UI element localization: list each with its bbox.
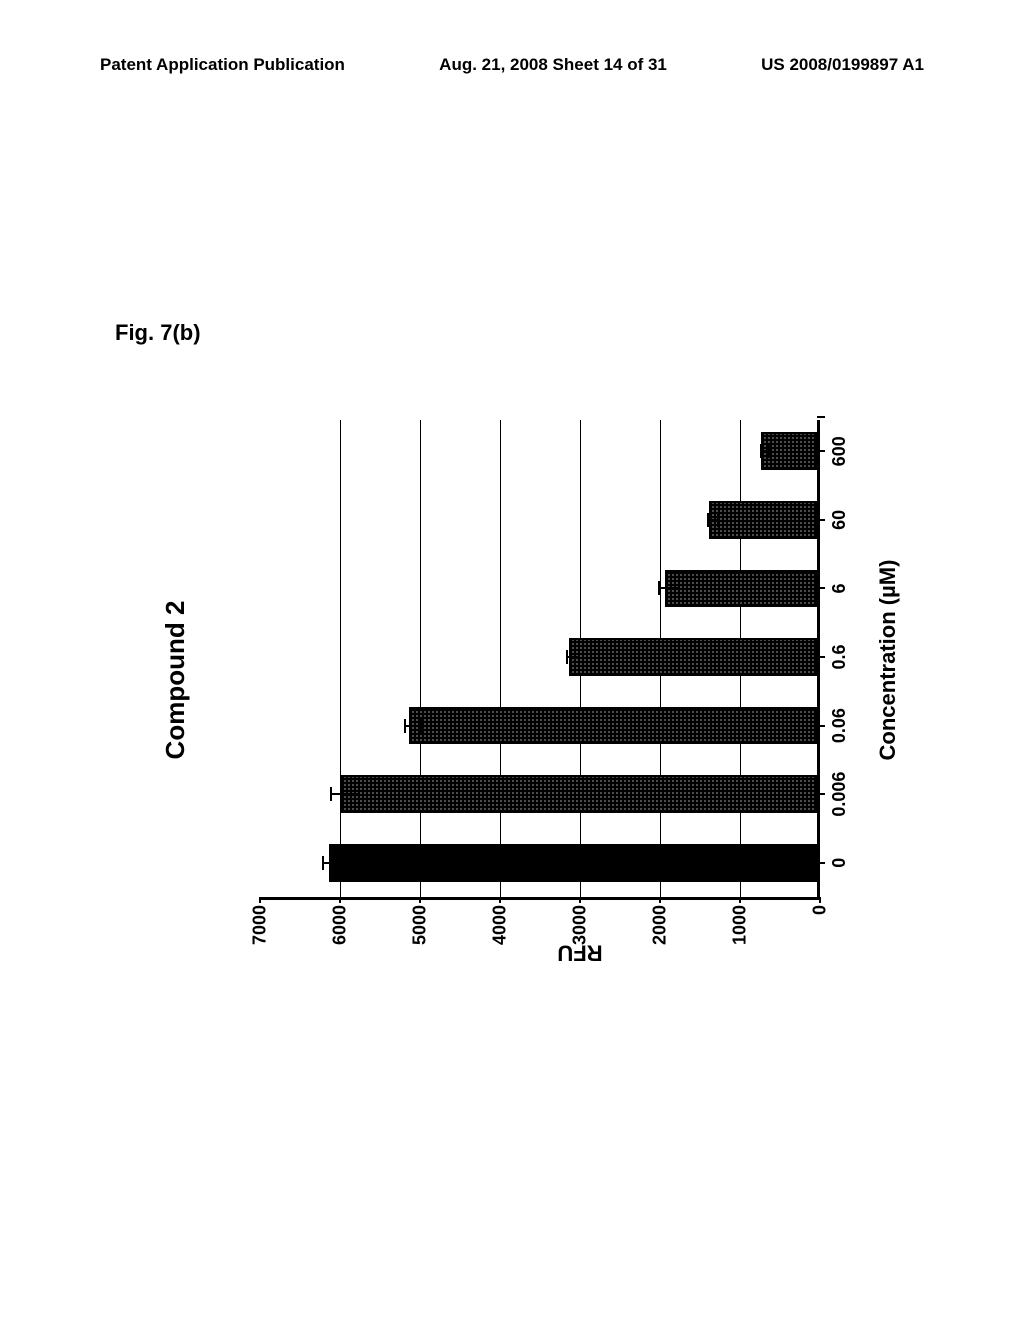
error-bar-cap: [330, 787, 332, 801]
x-tick-mark: [817, 519, 825, 521]
y-tick-label: 5000: [410, 905, 431, 945]
error-bar: [330, 793, 359, 795]
error-bar-cap: [342, 856, 344, 870]
error-bar-cap: [658, 581, 660, 595]
y-tick-label: 2000: [650, 905, 671, 945]
error-bar-cap: [578, 650, 580, 664]
x-tick-mark: [817, 587, 825, 589]
bar: [665, 570, 817, 608]
error-bar-cap: [768, 444, 770, 458]
y-tick-label: 4000: [490, 905, 511, 945]
error-bar-cap: [707, 513, 709, 527]
header-right: US 2008/0199897 A1: [761, 55, 924, 75]
error-bar-cap: [760, 444, 762, 458]
error-bar-cap: [322, 856, 324, 870]
x-tick-mark: [817, 725, 825, 727]
bar: [569, 638, 817, 676]
header-center: Aug. 21, 2008 Sheet 14 of 31: [439, 55, 667, 75]
x-tick-mark: [817, 416, 825, 418]
error-bar: [658, 587, 677, 589]
plot-area: 0100020003000400050006000700000.0060.060…: [260, 420, 820, 900]
y-tick-label: 0: [810, 905, 831, 915]
gridline: [420, 420, 421, 897]
x-tick-label: 60: [829, 510, 850, 530]
x-tick-mark: [817, 656, 825, 658]
error-bar: [404, 725, 420, 727]
error-bar-cap: [678, 581, 680, 595]
x-tick-label: 600: [829, 436, 850, 466]
x-tick-label: 0.06: [829, 708, 850, 743]
gridline: [340, 420, 341, 897]
bar: [409, 707, 817, 745]
page-header: Patent Application Publication Aug. 21, …: [0, 55, 1024, 75]
y-tick-mark: [579, 897, 581, 903]
error-bar-cap: [717, 513, 719, 527]
y-tick-label: 7000: [250, 905, 271, 945]
x-tick-label: 0: [829, 858, 850, 868]
x-tick-mark: [817, 862, 825, 864]
y-tick-mark: [419, 897, 421, 903]
y-tick-mark: [819, 897, 821, 903]
gridline: [500, 420, 501, 897]
error-bar: [322, 862, 341, 864]
x-tick-label: 6: [829, 583, 850, 593]
y-tick-mark: [659, 897, 661, 903]
header-left: Patent Application Publication: [100, 55, 345, 75]
error-bar-cap: [404, 719, 406, 733]
y-tick-label: 1000: [730, 905, 751, 945]
y-tick-label: 3000: [570, 905, 591, 945]
x-tick-label: 0.6: [829, 644, 850, 669]
chart-title: Compound 2: [160, 360, 191, 1000]
x-tick-mark: [817, 450, 825, 452]
figure-label: Fig. 7(b): [115, 320, 201, 346]
bar: [329, 844, 817, 882]
x-axis-label: Concentration (µM): [875, 420, 901, 900]
bar: [709, 501, 817, 539]
y-tick-label: 6000: [330, 905, 351, 945]
y-tick-mark: [339, 897, 341, 903]
error-bar-cap: [358, 787, 360, 801]
error-bar-cap: [420, 719, 422, 733]
y-tick-mark: [499, 897, 501, 903]
error-bar-cap: [566, 650, 568, 664]
y-tick-mark: [259, 897, 261, 903]
bar-chart: Compound 2 RFU 0100020003000400050006000…: [220, 360, 940, 1000]
bar: [341, 775, 817, 813]
x-tick-label: 0.006: [829, 772, 850, 817]
x-tick-mark: [817, 793, 825, 795]
y-tick-mark: [739, 897, 741, 903]
